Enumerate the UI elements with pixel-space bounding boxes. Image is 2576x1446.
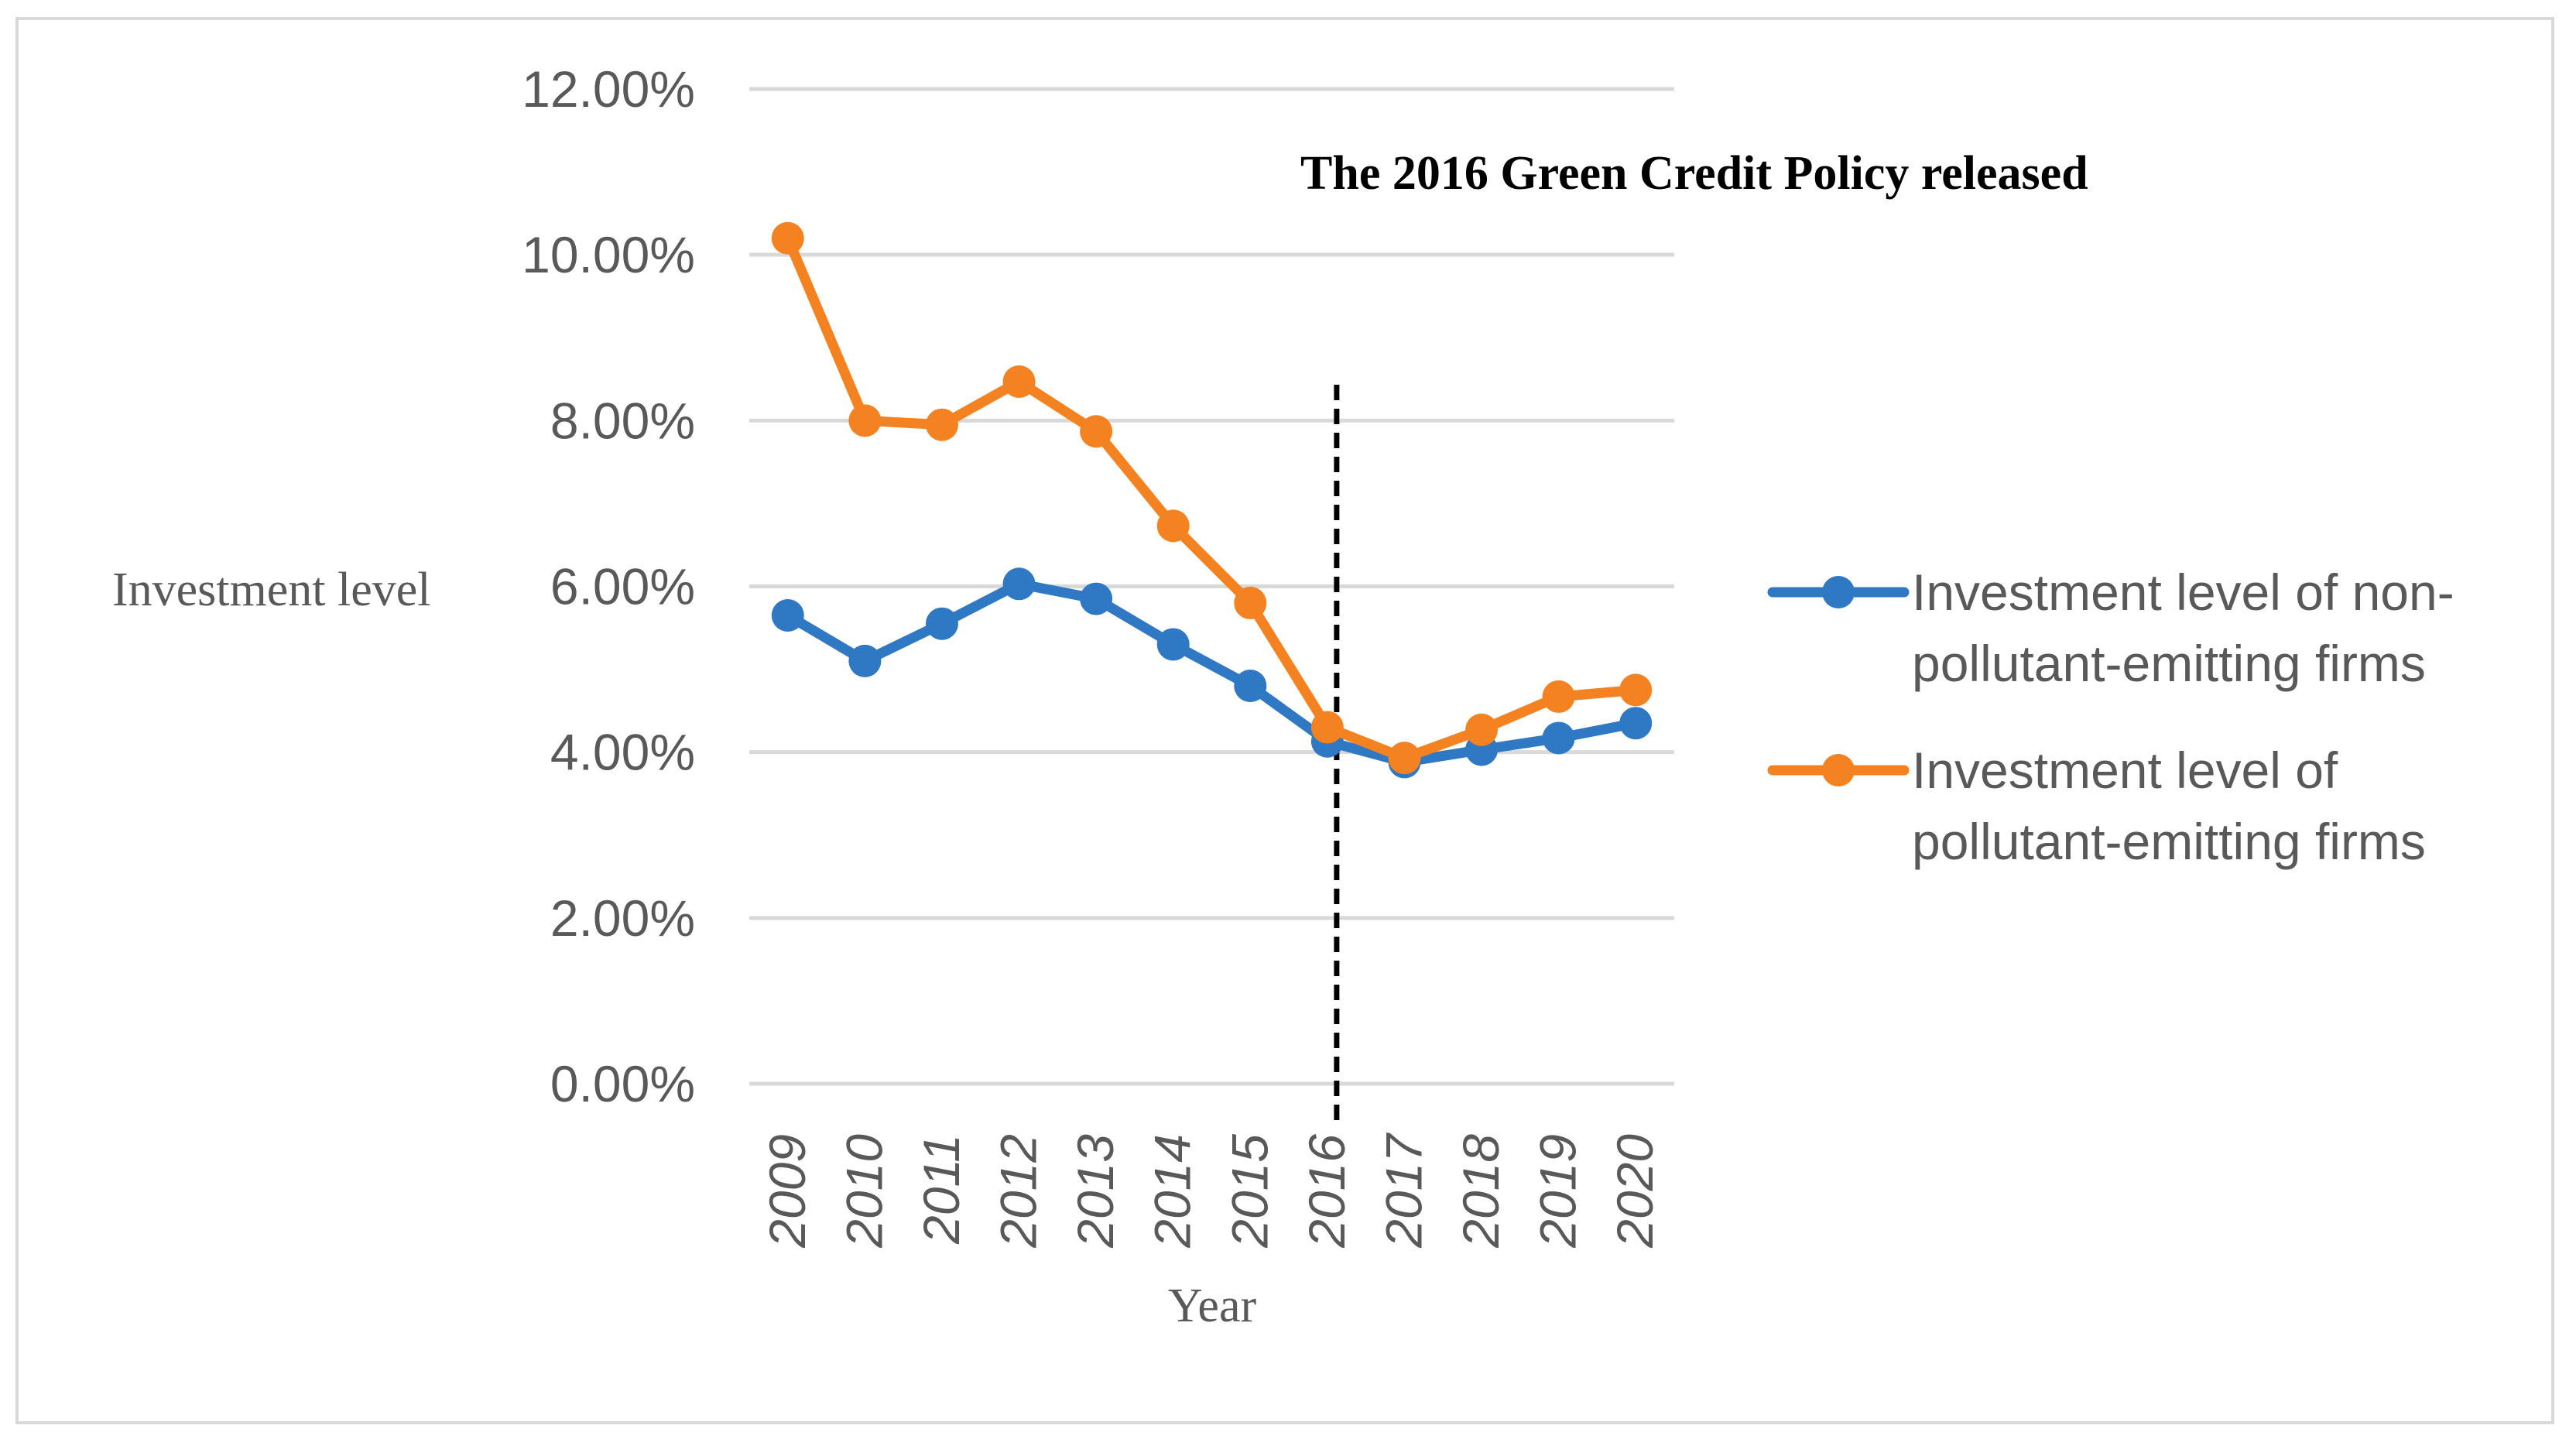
legend-swatch-marker (1822, 754, 1855, 786)
y-axis-ticks: 0.00% 2.00% 4.00% 6.00% 8.00% 10.00% 12.00% (522, 60, 695, 1112)
data-point (1465, 713, 1499, 746)
data-point (1619, 707, 1653, 740)
data-point (1310, 711, 1344, 744)
data-point (1002, 567, 1036, 601)
grid-lines (749, 87, 1674, 1086)
x-axis-ticks: 2009 2010 2011 2012 2013 2014 2015 2016 2017 2018… (759, 1132, 1663, 1249)
legend-label: Investment level of (1912, 742, 2338, 799)
x-tick-label: 2009 (759, 1134, 816, 1249)
data-point (771, 598, 804, 632)
legend-label: pollutant-emitting firms (1912, 635, 2426, 692)
data-point (1002, 365, 1036, 399)
y-axis-title: Investment level (112, 564, 430, 616)
data-point (1619, 673, 1653, 707)
series-group (771, 221, 1653, 779)
x-tick-label: 2012 (990, 1134, 1047, 1249)
y-tick-label: 4.00% (550, 724, 695, 781)
y-tick-label: 12.00% (522, 60, 695, 118)
data-point (1080, 415, 1113, 448)
series-line (783, 233, 1641, 763)
x-tick-label: 2018 (1452, 1134, 1509, 1249)
data-point (771, 221, 804, 255)
legend: Investment level of non-pollutant-emitti… (1767, 564, 2454, 870)
legend-swatch-marker (1822, 576, 1855, 608)
chart-frame (15, 17, 2554, 1424)
chart-title: The 2016 Green Credit Policy released (1300, 147, 2088, 200)
legend-item-1: Investment level of non-pollutant-emitti… (1767, 564, 2454, 692)
y-tick-label: 2.00% (550, 889, 695, 947)
data-point (925, 408, 958, 441)
data-point (1542, 721, 1575, 755)
x-tick-label: 2019 (1530, 1134, 1587, 1249)
legend-label: pollutant-emitting firms (1912, 813, 2426, 870)
legend-item-2: Investment level of pollutant-emitting fi… (1767, 742, 2426, 870)
series-line (783, 578, 1641, 768)
x-tick-label: 2015 (1221, 1134, 1278, 1249)
data-point (1234, 670, 1267, 702)
data-point (925, 607, 958, 640)
data-point (1156, 509, 1190, 543)
data-point (1080, 582, 1113, 615)
x-axis-title: Year (1168, 1280, 1257, 1332)
x-tick-label: 2014 (1144, 1134, 1201, 1249)
x-tick-label: 2017 (1375, 1132, 1432, 1249)
x-tick-label: 2010 (835, 1134, 892, 1249)
y-tick-label: 6.00% (550, 558, 695, 615)
x-tick-label: 2020 (1606, 1134, 1663, 1249)
x-tick-label: 2013 (1067, 1134, 1124, 1249)
y-tick-label: 10.00% (522, 226, 695, 283)
data-point (1234, 586, 1267, 619)
data-point (1388, 742, 1421, 775)
legend-label: Investment level of non- (1912, 564, 2454, 621)
x-tick-label: 2016 (1298, 1134, 1355, 1249)
y-tick-label: 8.00% (550, 392, 695, 449)
series-1 (771, 567, 1653, 779)
data-point (1156, 628, 1190, 661)
y-tick-label: 0.00% (550, 1055, 695, 1112)
x-tick-label: 2011 (913, 1134, 970, 1245)
series-2 (771, 221, 1653, 775)
data-point (848, 644, 882, 677)
data-point (1542, 680, 1575, 713)
data-point (848, 404, 882, 437)
